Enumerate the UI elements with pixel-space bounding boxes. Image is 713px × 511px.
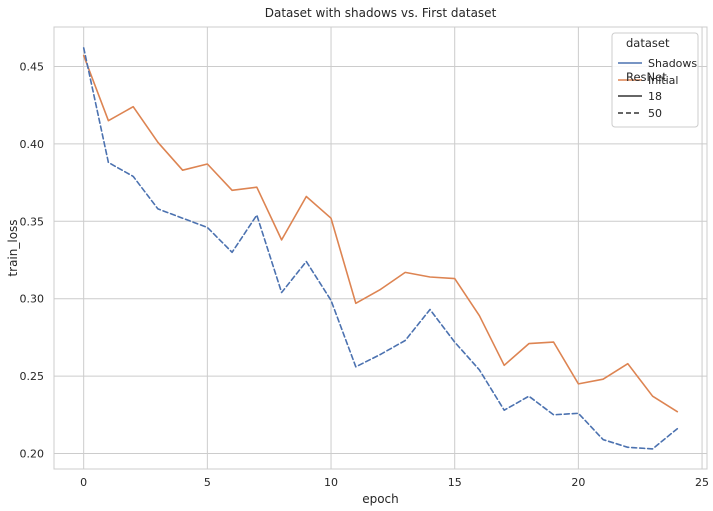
y-tick-label: 0.45 <box>20 60 45 73</box>
legend-hue-title: dataset <box>626 36 670 50</box>
legend-label-shadows: Shadows <box>648 57 697 70</box>
legend-box <box>611 32 699 128</box>
x-tick-label: 20 <box>571 476 585 489</box>
x-tick-label: 15 <box>448 476 462 489</box>
x-tick-label: 0 <box>80 476 87 489</box>
y-axis-ticks: 0.20 0.25 0.30 0.35 0.40 0.45 <box>20 60 45 460</box>
x-tick-label: 10 <box>324 476 338 489</box>
series-line-initial-resnet-18 <box>82 54 679 413</box>
x-axis-title: epoch <box>362 492 399 506</box>
x-axis-ticks: 0 5 10 15 20 25 <box>80 476 709 489</box>
plot-frame <box>53 26 708 470</box>
y-axis-title: train_loss <box>6 219 20 276</box>
series-layer <box>82 47 679 450</box>
x-tick-label: 5 <box>204 476 211 489</box>
y-tick-label: 0.35 <box>20 215 45 228</box>
legend-label-resnet-18: 18 <box>648 90 662 103</box>
chart-title: Dataset with shadows vs. First dataset <box>265 6 497 20</box>
legend-label-resnet-50: 50 <box>648 107 662 120</box>
x-tick-label: 25 <box>695 476 709 489</box>
legend: dataset Shadows Initial ResNet 18 50 <box>611 32 699 128</box>
y-tick-label: 0.40 <box>20 138 45 151</box>
y-tick-label: 0.20 <box>20 448 45 461</box>
y-tick-label: 0.25 <box>20 370 45 383</box>
series-line-shadows-resnet-50 <box>82 47 679 450</box>
legend-style-title: ResNet <box>626 70 667 84</box>
y-tick-label: 0.30 <box>20 293 45 306</box>
legend-label-initial: Initial <box>648 74 678 87</box>
grid <box>54 27 707 469</box>
